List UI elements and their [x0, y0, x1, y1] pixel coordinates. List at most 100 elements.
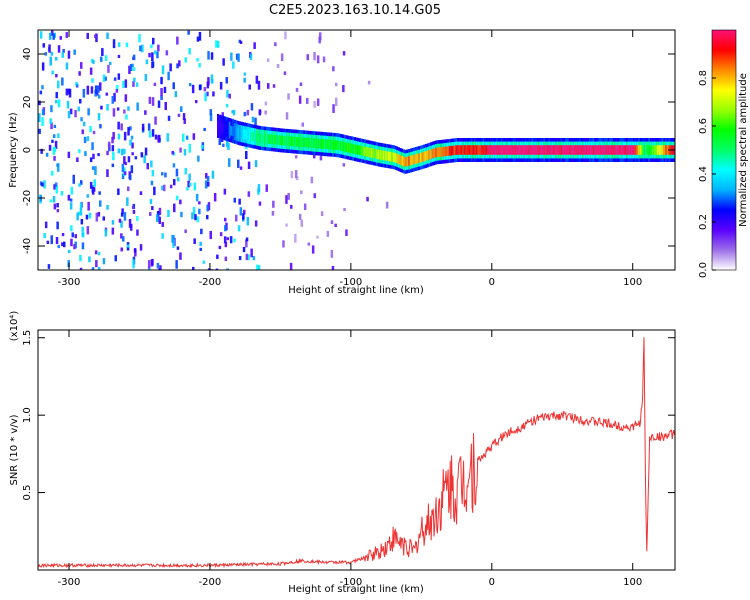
- heatmap-cell: [87, 108, 90, 116]
- heatmap-ridge-cell: [489, 145, 492, 155]
- heatmap-cell: [226, 90, 229, 98]
- heatmap-cell: [242, 213, 245, 220]
- heatmap-cell: [195, 193, 199, 202]
- heatmap-cell: [131, 63, 134, 67]
- heatmap-cell: [102, 74, 106, 82]
- heatmap-ridge-cell: [479, 145, 482, 155]
- heatmap-ridge-cell: [570, 145, 573, 155]
- heatmap-cell: [116, 107, 120, 111]
- heatmap-cell: [97, 266, 101, 270]
- y-tick-label: 0: [22, 147, 33, 153]
- heatmap-cell: [107, 141, 111, 149]
- heatmap-cell: [139, 45, 142, 52]
- heatmap-cell: [65, 88, 69, 96]
- heatmap-cell: [79, 255, 82, 262]
- heatmap-cell: [84, 151, 87, 156]
- heatmap-cell: [55, 237, 59, 245]
- heatmap-cell: [81, 231, 85, 238]
- heatmap-cell: [125, 114, 128, 120]
- heatmap-ridge-cell: [227, 124, 230, 135]
- heatmap-cell: [80, 219, 84, 225]
- heatmap-cell: [150, 259, 154, 267]
- heatmap-cell: [237, 53, 240, 62]
- heatmap-cell: [95, 212, 99, 222]
- heatmap-cell: [177, 113, 181, 117]
- heatmap-ridge-cell: [310, 138, 312, 148]
- heatmap-cell: [148, 52, 151, 58]
- heatmap-ridge-cell: [590, 145, 593, 155]
- spectrogram-heatmap: [38, 30, 675, 270]
- heatmap-ridge-cell: [384, 150, 387, 161]
- heatmap-cell: [201, 145, 204, 149]
- colorbar-tick-label: 0.6: [698, 118, 709, 134]
- heatmap-ridge-cell: [294, 136, 297, 147]
- heatmap-cell: [219, 82, 223, 90]
- heatmap-cell: [74, 234, 77, 239]
- heatmap-ridge-cell: [399, 155, 402, 165]
- heatmap-cell: [151, 129, 155, 137]
- heatmap-ridge-cell: [362, 146, 365, 156]
- heatmap-cell: [169, 184, 173, 189]
- heatmap-cell: [233, 197, 236, 203]
- heatmap-ridge-cell: [264, 133, 267, 144]
- heatmap-cell: [126, 197, 129, 206]
- heatmap-cell: [57, 45, 61, 53]
- heatmap-ridge-cell: [443, 146, 446, 157]
- heatmap-ridge-cell: [563, 145, 566, 155]
- x-tick-label: 0: [489, 277, 495, 288]
- heatmap-cell: [182, 113, 186, 120]
- heatmap-cell: [132, 54, 136, 61]
- heatmap-cell: [92, 187, 95, 195]
- heatmap-cell: [176, 63, 179, 69]
- heatmap-cell: [129, 126, 132, 131]
- heatmap-cell: [256, 264, 259, 270]
- heatmap-cell: [86, 85, 90, 95]
- heatmap-ridge-cell: [220, 122, 223, 132]
- heatmap-cell: [86, 194, 89, 198]
- heatmap-cell: [44, 221, 48, 229]
- heatmap-ridge-cell: [492, 145, 495, 155]
- heatmap-cell: [127, 106, 130, 111]
- heatmap-ridge-cell: [485, 145, 488, 155]
- heatmap-ridge-cell: [370, 148, 373, 158]
- heatmap-cell: [114, 255, 117, 262]
- heatmap-cell: [298, 95, 302, 104]
- heatmap-cell: [250, 248, 253, 258]
- heatmap-ridge-cell: [624, 145, 627, 155]
- heatmap-ridge-cell: [387, 151, 390, 162]
- heatmap-cell: [124, 94, 128, 102]
- heatmap-cell: [196, 36, 200, 42]
- heatmap-cell: [91, 142, 94, 151]
- heatmap-ridge-cell: [426, 150, 429, 161]
- heatmap-cell: [98, 191, 101, 195]
- heatmap-ridge-cell: [262, 133, 265, 144]
- heatmap-cell: [122, 80, 125, 88]
- heatmap-ridge-cell: [609, 145, 612, 155]
- heatmap-ridge-cell: [467, 145, 470, 155]
- heatmap-ridge-cell: [321, 139, 324, 149]
- heatmap-cell: [166, 133, 169, 142]
- heatmap-cell: [153, 186, 156, 196]
- heatmap-ridge-cell: [511, 145, 514, 155]
- heatmap-cell: [156, 51, 159, 59]
- heatmap-ridge-cell: [550, 145, 553, 155]
- heatmap-cell: [72, 174, 75, 184]
- x-tick-label: -300: [58, 577, 81, 588]
- heatmap-cell: [198, 208, 201, 215]
- heatmap-ridge-cell: [450, 145, 453, 156]
- heatmap-cell: [307, 242, 311, 246]
- heatmap-cell: [313, 193, 316, 199]
- heatmap-cell: [148, 96, 152, 104]
- heatmap-cell: [246, 216, 250, 226]
- heatmap-ridge-cell: [582, 145, 585, 155]
- heatmap-ridge-cell: [381, 150, 383, 160]
- heatmap-ridge-cell: [284, 136, 287, 146]
- heatmap-ridge-cell: [272, 134, 275, 145]
- heatmap-cell: [235, 214, 238, 222]
- heatmap-cell: [53, 124, 57, 128]
- heatmap-ridge-cell: [607, 145, 610, 155]
- colorbar: 0.0 0.2 0.4 0.6 0.8 Normalized spectral ampl…: [698, 29, 749, 278]
- heatmap-cell: [105, 92, 108, 96]
- heatmap-cell: [94, 34, 97, 38]
